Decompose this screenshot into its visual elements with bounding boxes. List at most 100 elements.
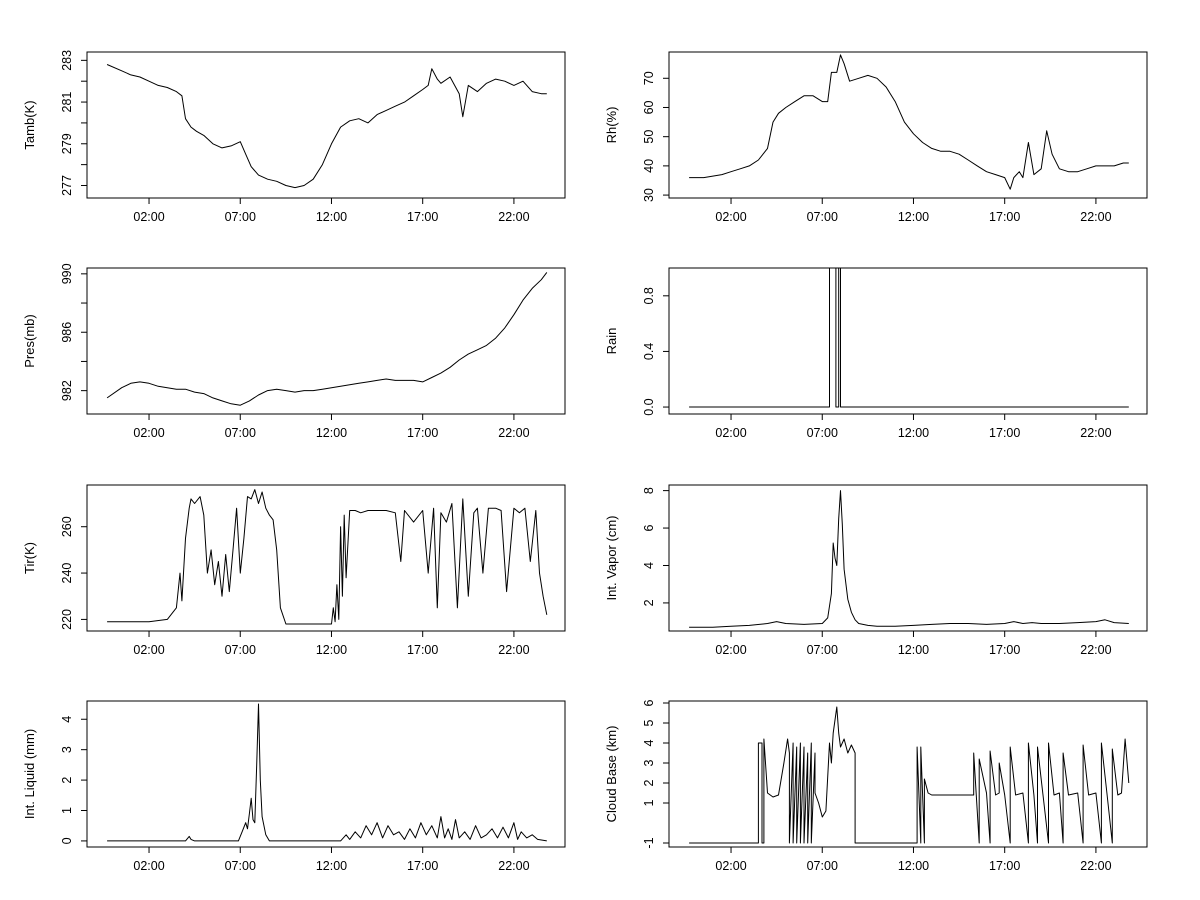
x-tick-label: 07:00 <box>225 210 256 224</box>
y-axis-label: Int. Vapor (cm) <box>604 515 619 600</box>
y-tick-label: 5 <box>642 719 656 726</box>
chart-panel-7: 02:00 07:00 12:00 17:00 22:00 0 1 2 3 4 Int. Liqui… <box>22 700 566 873</box>
plot-frame <box>86 700 566 848</box>
y-tick-label: 2 <box>642 599 656 606</box>
x-tick-label: 12:00 <box>898 643 929 657</box>
y-tick-label: 220 <box>60 609 74 630</box>
y-tick-label: 990 <box>60 263 74 284</box>
y-tick-label: 50 <box>642 130 656 144</box>
x-tick-label: 12:00 <box>898 859 929 873</box>
y-tick-label: 0 <box>60 837 74 844</box>
series-line <box>106 64 547 189</box>
x-tick-label: 22:00 <box>498 859 529 873</box>
y-tick-label: 8 <box>642 487 656 494</box>
y-tick-label: 4 <box>642 562 656 569</box>
y-tick-label: 6 <box>642 699 656 706</box>
x-tick-label: 07:00 <box>807 426 838 440</box>
x-tick-label: 22:00 <box>498 643 529 657</box>
chart-panel-2: 02:00 07:00 12:00 17:00 22:00 30 40 50 60 70 Rh(%) <box>604 51 1148 224</box>
plot-frame <box>668 51 1148 199</box>
x-tick-label: 12:00 <box>898 426 929 440</box>
y-tick-label: 6 <box>642 525 656 532</box>
x-tick-label: 12:00 <box>316 859 347 873</box>
x-tick-label: 07:00 <box>225 859 256 873</box>
x-tick-label: 02:00 <box>715 210 746 224</box>
y-tick-label: 3 <box>60 746 74 753</box>
x-tick-label: 07:00 <box>807 210 838 224</box>
x-tick-label: 22:00 <box>498 426 529 440</box>
plot-frame <box>668 700 1148 848</box>
x-tick-label: 07:00 <box>807 859 838 873</box>
y-tick-label: 3 <box>642 759 656 766</box>
y-tick-label: 4 <box>60 716 74 723</box>
y-axis-label: Tir(K) <box>22 542 37 574</box>
y-tick-label: -1 <box>642 837 656 848</box>
x-tick-label: 02:00 <box>133 426 164 440</box>
y-axis-label: Int. Liquid (mm) <box>22 729 37 819</box>
y-axis-label: Rain <box>604 328 619 355</box>
x-tick-label: 17:00 <box>989 643 1020 657</box>
y-tick-label: 260 <box>60 516 74 537</box>
series-line <box>107 703 547 842</box>
x-tick-label: 22:00 <box>1080 643 1111 657</box>
y-tick-label: 1 <box>642 799 656 806</box>
series-line <box>106 272 548 406</box>
y-tick-label: 0.4 <box>642 343 656 360</box>
plot-frame <box>86 484 566 632</box>
x-tick-label: 22:00 <box>1080 426 1111 440</box>
chart-panel-6: 02:00 07:00 12:00 17:00 22:00 2 4 6 8 Int. Vapor … <box>604 484 1148 657</box>
series-line <box>107 489 548 625</box>
plot-frame <box>668 267 1148 415</box>
y-tick-label: 986 <box>60 322 74 343</box>
series-line <box>689 490 1129 628</box>
chart-panel-5: 02:00 07:00 12:00 17:00 22:00 220 240 260 Tir(K) <box>22 484 566 657</box>
y-tick-label: 283 <box>60 50 74 71</box>
chart-panel-4: 02:00 07:00 12:00 17:00 22:00 0.0 0.4 0.8 Rain <box>604 267 1148 440</box>
x-tick-label: 02:00 <box>133 643 164 657</box>
x-tick-label: 22:00 <box>1080 859 1111 873</box>
series-line <box>689 54 1129 190</box>
x-tick-label: 12:00 <box>316 426 347 440</box>
y-tick-label: 60 <box>642 100 656 114</box>
y-tick-label: 982 <box>60 380 74 401</box>
series-line <box>689 706 1130 844</box>
plot-frame <box>668 484 1148 632</box>
x-tick-label: 22:00 <box>498 210 529 224</box>
y-axis-label: Rh(%) <box>604 107 619 144</box>
y-tick-label: 2 <box>60 777 74 784</box>
y-tick-label: 240 <box>60 563 74 584</box>
series-line <box>689 267 1129 408</box>
x-tick-label: 02:00 <box>133 210 164 224</box>
y-tick-label: 279 <box>60 133 74 154</box>
x-tick-label: 17:00 <box>407 859 438 873</box>
x-tick-label: 02:00 <box>715 426 746 440</box>
x-tick-label: 17:00 <box>989 426 1020 440</box>
x-tick-label: 17:00 <box>407 643 438 657</box>
x-tick-label: 17:00 <box>989 859 1020 873</box>
x-tick-label: 07:00 <box>807 643 838 657</box>
x-tick-label: 12:00 <box>316 643 347 657</box>
x-tick-label: 07:00 <box>225 426 256 440</box>
y-tick-label: 1 <box>60 807 74 814</box>
y-tick-label: 30 <box>642 188 656 202</box>
y-tick-label: 0.8 <box>642 287 656 304</box>
x-tick-label: 12:00 <box>898 210 929 224</box>
x-tick-label: 12:00 <box>316 210 347 224</box>
y-tick-label: 281 <box>60 92 74 113</box>
x-tick-label: 07:00 <box>225 643 256 657</box>
y-tick-label: 0.0 <box>642 398 656 415</box>
chart-panel-3: 02:00 07:00 12:00 17:00 22:00 982 986 990 Pres(m… <box>22 263 566 440</box>
x-tick-label: 02:00 <box>715 643 746 657</box>
x-tick-label: 02:00 <box>715 859 746 873</box>
plot-frame <box>86 51 566 199</box>
y-tick-label: 2 <box>642 779 656 786</box>
y-tick-label: 40 <box>642 159 656 173</box>
x-tick-label: 02:00 <box>133 859 164 873</box>
x-tick-label: 17:00 <box>407 210 438 224</box>
y-axis-label: Tamb(K) <box>22 100 37 149</box>
y-axis-label: Cloud Base (km) <box>604 726 619 823</box>
plot-frame <box>86 267 566 415</box>
x-tick-label: 17:00 <box>407 426 438 440</box>
y-tick-label: 70 <box>642 71 656 85</box>
